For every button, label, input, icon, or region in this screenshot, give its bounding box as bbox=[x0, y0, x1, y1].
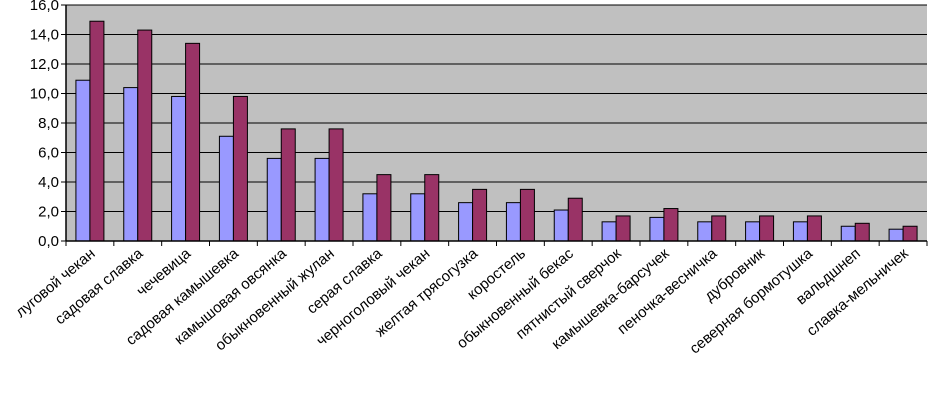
bar-series-2 bbox=[280, 128, 296, 242]
bar-series-2 bbox=[472, 188, 488, 242]
bar-series-2 bbox=[185, 42, 201, 242]
bar-series-2 bbox=[663, 208, 679, 242]
bar-series-2 bbox=[232, 95, 248, 242]
bar-series-1 bbox=[266, 157, 282, 242]
bar-series-2 bbox=[424, 174, 440, 242]
y-tick-label: 10,0 bbox=[30, 86, 59, 103]
bar-series-2 bbox=[376, 174, 392, 242]
bar-series-2 bbox=[854, 222, 870, 242]
bar-series-2 bbox=[567, 197, 583, 242]
bar-series-1 bbox=[171, 95, 187, 242]
bar-series-2 bbox=[519, 188, 535, 242]
bar-series-1 bbox=[840, 225, 856, 242]
bar-series-1 bbox=[792, 221, 808, 242]
bar-series-2 bbox=[759, 215, 775, 242]
bar-series-1 bbox=[123, 87, 139, 242]
bar-series-2 bbox=[806, 215, 822, 242]
bar-series-1 bbox=[745, 221, 761, 242]
y-tick-label: 2,0 bbox=[38, 204, 59, 221]
bar-series-1 bbox=[888, 228, 904, 242]
bar-series-1 bbox=[553, 209, 569, 242]
bar-series-1 bbox=[410, 193, 426, 242]
y-tick-label: 4,0 bbox=[38, 174, 59, 191]
y-axis-ticks: 0,0 2,0 4,0 6,0 8,0 10,0 12,0 14,0 16,0 bbox=[30, 0, 66, 250]
y-tick-label: 0,0 bbox=[38, 233, 59, 250]
bar-series-2 bbox=[328, 128, 344, 242]
y-tick-label: 14,0 bbox=[30, 27, 59, 44]
bar-series-1 bbox=[505, 202, 521, 242]
bar-series-1 bbox=[75, 79, 91, 242]
bar-series-1 bbox=[314, 157, 330, 242]
y-tick-label: 6,0 bbox=[38, 145, 59, 162]
y-tick-label: 16,0 bbox=[30, 0, 59, 14]
bar-series-2 bbox=[615, 215, 631, 242]
y-tick-label: 12,0 bbox=[30, 56, 59, 73]
bar-series-1 bbox=[362, 193, 378, 242]
x-category-label: луговой чекан bbox=[12, 245, 98, 321]
bar-series-2 bbox=[89, 20, 105, 242]
bar-series-1 bbox=[649, 216, 665, 242]
bar-series-2 bbox=[902, 225, 918, 242]
bar-series-2 bbox=[711, 215, 727, 242]
bar-series-1 bbox=[218, 135, 234, 242]
bar-series-1 bbox=[601, 221, 617, 242]
y-tick-label: 8,0 bbox=[38, 115, 59, 132]
bar-series-1 bbox=[458, 202, 474, 242]
bars bbox=[75, 20, 918, 242]
bar-series-1 bbox=[697, 221, 713, 242]
axes bbox=[65, 5, 928, 246]
bar-series-2 bbox=[137, 29, 153, 242]
